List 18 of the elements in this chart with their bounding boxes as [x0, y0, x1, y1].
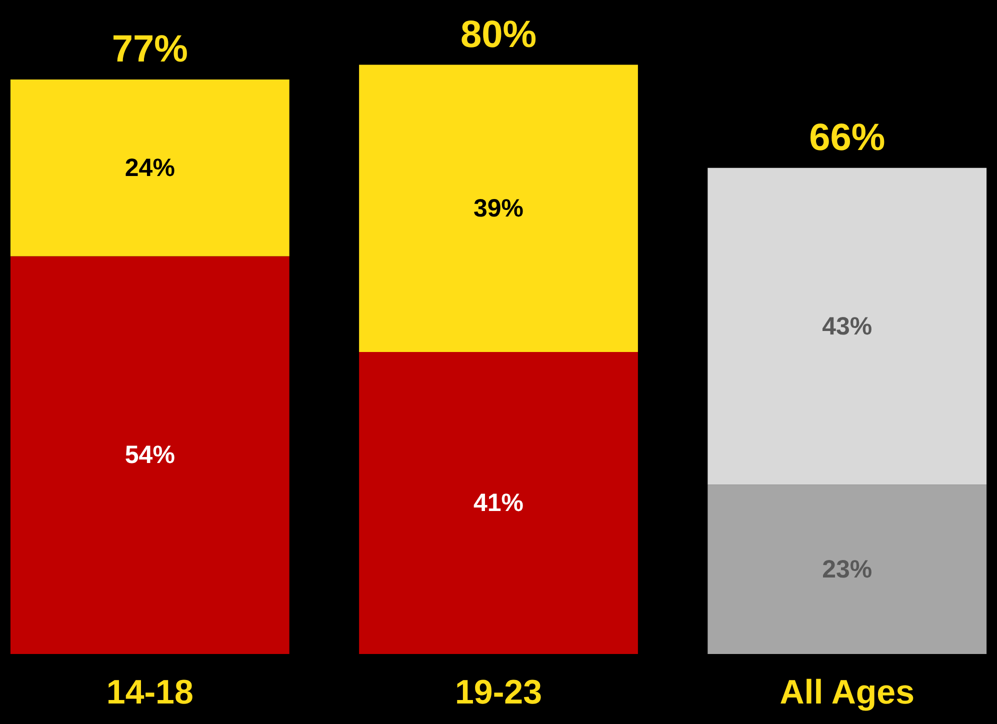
data-label: 41% [473, 489, 524, 518]
bar [708, 168, 987, 485]
x-tick-label: 14-18 [106, 674, 194, 712]
bar [359, 352, 638, 654]
x-tick-label: 19-23 [455, 674, 542, 712]
total-label: 77% [112, 28, 188, 71]
data-label: 43% [822, 312, 872, 340]
x-tick-label: All Ages [780, 674, 914, 712]
data-label: 23% [822, 555, 872, 584]
data-label: 54% [124, 441, 175, 470]
bar [10, 256, 290, 654]
total-label: 80% [460, 14, 537, 56]
data-label: 39% [473, 194, 524, 222]
data-label: 24% [124, 154, 175, 182]
total-label: 66% [809, 116, 886, 159]
bar [359, 64, 638, 352]
bar [708, 484, 987, 654]
bar [10, 80, 290, 256]
